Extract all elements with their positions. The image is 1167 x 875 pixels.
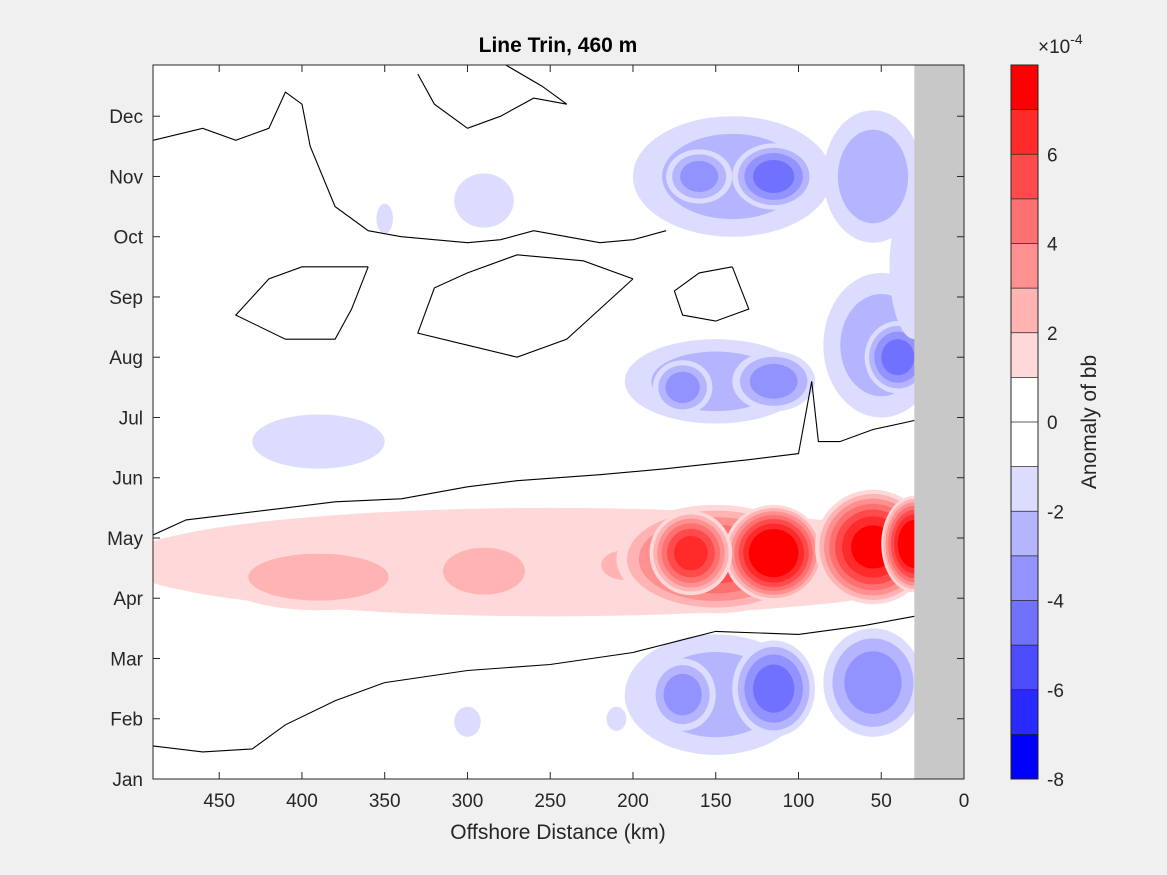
anomaly-contour-fill (248, 553, 389, 601)
anomaly-contour-fill (837, 129, 909, 224)
y-tick-label: Aug (109, 348, 143, 369)
y-tick-label: Mar (110, 649, 143, 670)
colorbar-label: Anomaly of bb (1078, 355, 1101, 489)
colorbar-tick-label: -8 (1047, 770, 1064, 791)
zero-contour-sep-mid (417, 254, 634, 358)
zero-contour-dec (153, 91, 667, 244)
x-tick-label: 150 (700, 791, 732, 812)
colorbar-swatch (1011, 154, 1038, 200)
colorbar-swatch (1011, 288, 1038, 334)
anomaly-contour-fill (844, 651, 902, 714)
colorbar-tick-label: -6 (1047, 681, 1064, 702)
anomaly-contour-fill (680, 160, 719, 193)
no-data-region (914, 65, 964, 779)
anomaly-contour-fill (674, 535, 708, 571)
anomaly-contour-fill (443, 547, 525, 595)
colorbar-swatch (1011, 645, 1038, 691)
colorbar-swatch (1011, 734, 1038, 780)
colorbar-tick-label: 6 (1047, 145, 1058, 166)
x-axis-ticks: 450 400 350 300 250 200 150 100 50 0 (203, 65, 969, 812)
x-tick-label: 100 (783, 791, 815, 812)
y-tick-label: Sep (109, 288, 143, 309)
colorbar-swatch (1011, 689, 1038, 735)
zero-contour-top (417, 65, 568, 129)
colorbar-tick-label: 4 (1047, 235, 1058, 256)
x-tick-label: 50 (871, 791, 892, 812)
zero-contour-upper (153, 381, 915, 536)
zero-contour-sep-left (234, 266, 369, 340)
colorbar-swatch (1011, 555, 1038, 601)
y-tick-label: Apr (113, 589, 143, 610)
colorbar-swatch (1011, 109, 1038, 155)
anomaly-field (153, 110, 964, 755)
anomaly-contour-fill (663, 673, 702, 716)
colorbar-tick-label: 2 (1047, 324, 1058, 345)
y-axis-ticks: Jan Feb Mar Apr May Jun Jul Aug Sep Oct Nov Dec (107, 107, 964, 791)
y-tick-label: Dec (109, 107, 143, 128)
x-tick-label: 300 (452, 791, 484, 812)
zero-contour-sep-right (673, 266, 750, 322)
colorbar-tick-label: -2 (1047, 502, 1064, 523)
anomaly-contour-fill (454, 706, 481, 737)
plot-frame (152, 64, 965, 780)
x-tick-label: 0 (959, 791, 970, 812)
colorbar-swatch (1011, 422, 1038, 468)
x-tick-label: 450 (203, 791, 235, 812)
anomaly-contour-fill (756, 536, 792, 571)
anomaly-contour-fill (752, 664, 795, 713)
anomaly-contour-fill (252, 414, 385, 469)
colorbar-swatch (1011, 243, 1038, 289)
x-tick-label: 350 (369, 791, 401, 812)
colorbar-exponent-base: ×10 (1038, 37, 1070, 58)
y-tick-label: Jan (112, 770, 143, 791)
plot-area: 450 400 350 300 250 200 150 100 50 0 Jan Feb Mar Apr… (107, 64, 969, 812)
y-tick-label: Nov (109, 167, 143, 188)
x-tick-label: 250 (534, 791, 566, 812)
zero-contours (153, 65, 915, 753)
x-tick-label: 200 (617, 791, 649, 812)
colorbar-exponent: ×10-4 (1038, 31, 1083, 58)
colorbar-tick-label: 0 (1047, 413, 1058, 434)
x-tick-label: 400 (286, 791, 318, 812)
anomaly-contour-fill (665, 371, 700, 404)
anomaly-contour-fill (881, 339, 915, 376)
colorbar-swatch (1011, 332, 1038, 378)
colorbar-swatch (1011, 377, 1038, 423)
anomaly-contour-fill (454, 173, 514, 228)
colorbar-swatch (1011, 600, 1038, 646)
colorbar-swatch (1011, 198, 1038, 244)
anomaly-contour-fill (749, 363, 798, 399)
colorbar-exponent-power: -4 (1070, 31, 1083, 47)
y-tick-label: Feb (110, 710, 143, 731)
colorbar-tick-label: -4 (1047, 592, 1064, 613)
y-tick-label: Jun (112, 469, 143, 490)
y-tick-label: Oct (113, 228, 143, 249)
chart-title: Line Trin, 460 m (479, 34, 638, 57)
x-axis-label: Offshore Distance (km) (450, 821, 666, 844)
anomaly-contour-fill (752, 159, 795, 194)
colorbar-swatch (1011, 511, 1038, 557)
colorbar-frame (1010, 64, 1039, 780)
zero-contour-lower (153, 615, 915, 753)
y-tick-label: Jul (119, 408, 143, 429)
colorbar-swatch (1011, 65, 1038, 111)
colorbar-ticks: 6 4 2 0 -2 -4 -6 -8 (1047, 145, 1064, 791)
colorbar-swatch (1011, 466, 1038, 512)
anomaly-contour-fill (606, 706, 627, 731)
y-tick-label: May (107, 529, 143, 550)
anomaly-contour-fill (376, 203, 393, 234)
